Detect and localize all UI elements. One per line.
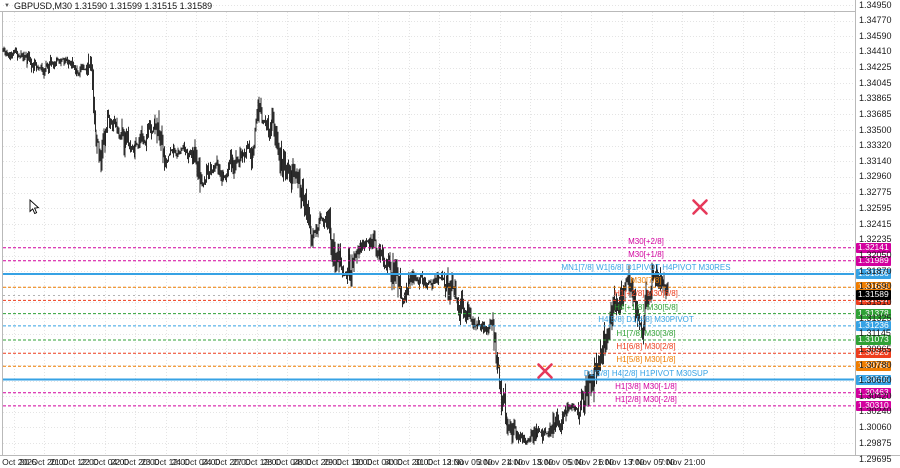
time-label-19: 5 Nov 21:00 [568,457,615,467]
price-tick-11: 1.32960 [859,171,892,182]
time-label-9: 28 Oct 04:00 [262,457,312,467]
level-price-badge-11: 1.30463 [856,386,891,398]
time-label-1: 20 Oct 20:00 [19,457,69,467]
price-tick-0: 1.34950 [859,0,892,10]
time-axis[interactable] [0,455,900,468]
time-label-4: 22 Oct 20:00 [110,457,160,467]
level-price-badge-7: 1.31073 [856,333,891,345]
time-label-15: 3 Nov 05:00 [446,457,493,467]
level-price-badge-2: 1.31836 [856,268,891,280]
price-tick-25: 1.30420 [859,390,892,401]
price-tick-9: 1.33320 [859,140,892,151]
time-label-5: 23 Oct 12:00 [141,457,190,467]
price-candles [2,46,669,445]
price-tick-2: 1.34590 [859,30,892,41]
price-tick-16: 1.32050 [859,250,892,261]
time-label-21: 7 Nov 05:00 [628,457,675,467]
level-label-10[interactable]: D1[3/8] H4[2/8] H1PIVOT M30SUP [583,368,709,378]
time-label-14: 31 Oct 12:00 [414,457,464,467]
symbol-ohlc-text: GBPUSD,M30 1.31590 1.31599 1.31515 1.315… [13,1,213,11]
time-label-8: 27 Oct 12:00 [232,457,282,467]
level-label-1[interactable]: M30[+1/8] [628,249,664,259]
price-tick-26: 1.30240 [859,406,892,417]
x-mark-1[interactable] [537,363,553,379]
price-tick-27: 1.30060 [859,421,892,432]
time-label-16: 3 Nov 21:00 [476,457,523,467]
time-label-0: 20 Oct 2025 [0,457,37,467]
time-label-22: 7 Nov 21:00 [659,457,706,467]
one-click-trading-icon[interactable]: ▼ [4,3,10,9]
level-price-badge-3: 1.31683 [856,281,891,293]
price-tick-20: 1.31325 [859,312,892,323]
time-label-20: 6 Nov 13:00 [598,457,645,467]
level-price-badge-10: 1.30615 [856,373,891,385]
level-label-4[interactable]: H1[+2/8] M30[6/8] [614,289,678,299]
level-label-12[interactable]: H1[2/8] M30[-2/8] [615,394,677,404]
level-price-badge-12: 1.30310 [856,399,891,411]
price-tick-28: 1.29875 [859,437,892,448]
price-tick-12: 1.32775 [859,187,892,198]
mouse-cursor [29,198,40,215]
price-tick-15: 1.32235 [859,234,892,245]
price-tick-17: 1.31870 [859,265,892,276]
level-price-badge-6: 1.31236 [856,319,891,331]
level-label-7[interactable]: H1[7/8] M30[3/8] [616,328,676,338]
level-price-badge-5: 1.31378 [856,307,891,319]
chart-title-overlay: ▼ GBPUSD,M30 1.31590 1.31599 1.31515 1.3… [4,1,212,11]
price-tick-1: 1.34770 [859,15,892,26]
level-label-11[interactable]: H1[3/8] M30[-1/8] [615,381,677,391]
price-tick-22: 1.30965 [859,343,892,354]
price-tick-13: 1.32595 [859,202,892,213]
time-label-17: 4 Nov 13:00 [507,457,554,467]
level-price-badge-1: 1.31989 [856,254,891,266]
level-price-badge-0: 1.32141 [856,241,891,253]
price-tick-8: 1.33500 [859,124,892,135]
level-price-badge-9: 1.30768 [856,360,891,372]
level-label-2[interactable]: MN1[7/8] W1[6/8] D1PIVOT H4PIVOT M30RES [561,263,731,273]
time-label-6: 24 Oct 04:00 [171,457,221,467]
price-tick-29: 1.29695 [859,453,892,464]
time-label-18: 5 Nov 05:00 [537,457,584,467]
level-label-8[interactable]: H1[6/8] M30[2/8] [616,342,676,352]
time-label-2: 21 Oct 12:00 [49,457,99,467]
time-label-3: 22 Oct 04:00 [80,457,130,467]
level-price-badge-8: 1.30920 [856,347,891,359]
time-label-13: 30 Oct 20:00 [384,457,434,467]
price-tick-6: 1.33865 [859,93,892,104]
price-tick-7: 1.33685 [859,108,892,119]
price-tick-14: 1.32415 [859,218,892,229]
price-tick-18: 1.31690 [859,281,892,292]
time-label-11: 29 Oct 12:00 [323,457,373,467]
level-label-5[interactable]: H4[+1/8] M30[5/8] [614,302,678,312]
level-label-0[interactable]: M30[+2/8] [628,236,664,246]
time-label-7: 24 Oct 20:00 [201,457,251,467]
price-tick-24: 1.30600 [859,375,892,386]
x-mark-0[interactable] [692,199,708,215]
grid [3,5,854,454]
level-label-9[interactable]: H1[5/8] M30[1/8] [616,355,676,365]
plot-frame [0,11,855,455]
price-tick-21: 1.31145 [859,328,891,339]
price-tick-10: 1.33140 [859,155,892,166]
price-tick-23: 1.30780 [859,359,892,370]
level-label-3[interactable]: M30[7/8] [630,276,662,286]
level-label-6[interactable]: H4[5/8] D1[4/8] M30PIVOT [598,314,694,324]
time-label-12: 30 Oct 04:00 [353,457,403,467]
current-price-badge: 1.31589 [856,289,891,301]
price-tick-19: 1.31510 [859,296,892,307]
price-tick-4: 1.34225 [859,62,892,73]
time-label-10: 28 Oct 20:00 [293,457,342,467]
price-tick-3: 1.34410 [859,46,892,57]
price-tick-5: 1.34045 [859,77,892,88]
